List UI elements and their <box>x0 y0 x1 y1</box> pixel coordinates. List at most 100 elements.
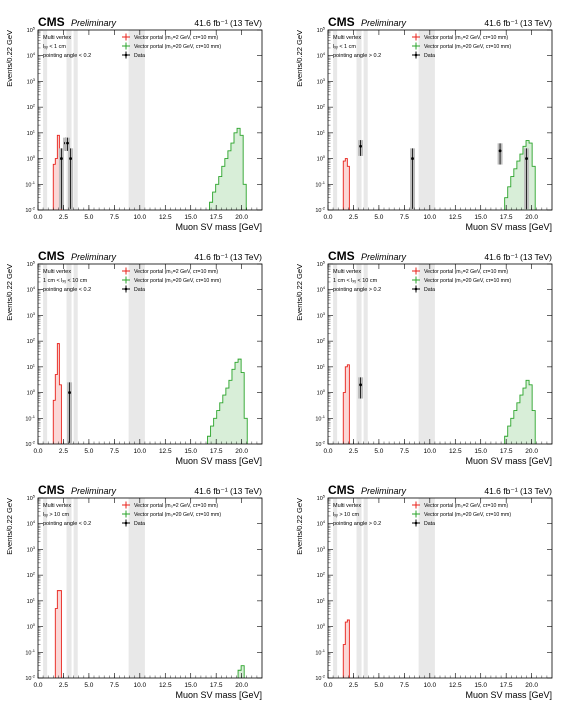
vetoed-band <box>356 30 362 210</box>
category-label: Multi vertex <box>43 35 71 41</box>
vetoed-band <box>356 264 362 444</box>
legend-entry: Vector portal (m₀=20 GeV, cτ=10 mm) <box>134 278 221 284</box>
y-tick-exponent: 5 <box>323 26 326 31</box>
data-point <box>68 391 71 394</box>
y-axis-label: Events/0.22 GeV <box>5 498 14 555</box>
y-tick-label: 104 <box>27 51 36 60</box>
y-tick-exponent: 5 <box>33 26 36 31</box>
y-tick-exponent: 0 <box>33 388 36 393</box>
legend-data-dot <box>124 53 128 57</box>
y-tick-exponent: 2 <box>33 337 36 342</box>
x-tick-label: 7.5 <box>400 214 409 221</box>
y-tick-label: 102 <box>27 103 36 112</box>
y-tick-label: 102 <box>317 103 326 112</box>
y-tick-exponent: 4 <box>33 519 36 524</box>
y-axis-label: Events/0.22 GeV <box>5 264 14 321</box>
y-tick-label: 10-2 <box>315 674 325 683</box>
x-tick-label: 5.0 <box>374 682 383 689</box>
y-tick-label: 105 <box>27 494 36 503</box>
y-tick-exponent: 5 <box>33 494 36 499</box>
signal-2gev-histogram-fill <box>343 364 350 444</box>
data-point <box>498 149 502 153</box>
y-tick-exponent: -2 <box>321 206 325 211</box>
chart-panel-2: 0.0 2.5 5.0 7.5 10.0 12.5 15.0 17.5 20.010-210-1… <box>295 15 553 232</box>
signal-20gev-histogram <box>207 358 248 444</box>
category-label: pointing angle > 0.2 <box>333 287 381 293</box>
x-tick-label: 20.0 <box>525 214 538 221</box>
x-tick-label: 15.0 <box>184 214 197 221</box>
y-tick-label: 101 <box>27 596 36 605</box>
y-tick-label: 10-1 <box>315 180 325 189</box>
category-label: Multi vertex <box>333 269 361 275</box>
x-axis-label: Muon SV mass [GeV] <box>175 690 262 700</box>
vetoed-band <box>73 30 78 210</box>
legend-data-dot <box>414 521 418 525</box>
y-tick-exponent: 5 <box>323 260 326 265</box>
vetoed-band <box>128 498 145 678</box>
x-tick-label: 0.0 <box>33 448 42 455</box>
signal-20gev-histogram <box>237 665 245 678</box>
y-tick-label: 10-2 <box>315 440 325 449</box>
y-tick-label: 101 <box>27 362 36 371</box>
preliminary-label: Preliminary <box>361 252 407 262</box>
y-tick-label: 101 <box>317 596 326 605</box>
y-tick-label: 10-1 <box>25 648 35 657</box>
y-tick-label: 102 <box>317 337 326 346</box>
lumi-label: 41.6 fb⁻¹ (13 TeV) <box>194 252 262 262</box>
y-tick-exponent: 4 <box>33 51 36 56</box>
legend-entry: Vector portal (m₀=20 GeV, cτ=10 mm) <box>424 512 511 518</box>
x-tick-label: 12.5 <box>449 448 462 455</box>
y-tick-label: 104 <box>317 51 326 60</box>
legend-entry: Data <box>424 521 435 527</box>
y-tick-exponent: 3 <box>33 77 36 82</box>
data-point <box>525 157 528 160</box>
vetoed-band <box>333 30 338 210</box>
vetoed-band <box>363 30 368 210</box>
category-label: pointing angle > 0.2 <box>333 53 381 59</box>
y-tick-exponent: -2 <box>321 440 325 445</box>
category-label: pointing angle < 0.2 <box>43 287 91 293</box>
legend-data-dot <box>124 287 128 291</box>
y-tick-exponent: 4 <box>323 519 326 524</box>
signal-2gev-histogram <box>52 343 62 444</box>
y-tick-exponent: 3 <box>33 311 36 316</box>
y-tick-exponent: -1 <box>31 180 35 185</box>
x-tick-label: 17.5 <box>210 214 223 221</box>
data-point <box>66 141 69 145</box>
y-tick-label: 103 <box>317 545 326 554</box>
y-tick-exponent: 2 <box>33 571 36 576</box>
legend-entry: Data <box>134 53 145 59</box>
x-tick-label: 10.0 <box>133 682 146 689</box>
y-tick-label: 104 <box>27 519 36 528</box>
y-tick-exponent: -1 <box>321 180 325 185</box>
y-tick-exponent: -2 <box>31 206 35 211</box>
y-tick-exponent: -1 <box>321 414 325 419</box>
x-tick-label: 7.5 <box>110 682 119 689</box>
y-tick-exponent: 1 <box>33 362 36 367</box>
signal-2gev-histogram <box>342 158 350 210</box>
legend-entry: Vector portal (m₀=20 GeV, cτ=10 mm) <box>134 44 221 50</box>
y-tick-exponent: 4 <box>33 285 36 290</box>
vetoed-band <box>418 264 435 444</box>
category-label: Multi vertex <box>333 35 361 41</box>
signal-20gev-histogram <box>504 140 536 210</box>
x-tick-label: 0.0 <box>33 214 42 221</box>
x-tick-label: 20.0 <box>525 682 538 689</box>
y-tick-exponent: -2 <box>31 440 35 445</box>
category-label: Multi vertex <box>333 503 361 509</box>
y-tick-label: 103 <box>27 77 36 86</box>
data-point <box>60 157 63 160</box>
y-tick-exponent: 1 <box>323 128 326 133</box>
x-tick-label: 7.5 <box>110 448 119 455</box>
y-tick-exponent: 3 <box>323 545 326 550</box>
lumi-label: 41.6 fb⁻¹ (13 TeV) <box>194 18 262 28</box>
x-tick-label: 2.5 <box>59 214 68 221</box>
y-tick-exponent: 0 <box>323 622 326 627</box>
data-point <box>411 157 414 160</box>
y-tick-label: 100 <box>317 388 326 397</box>
chart-panel-4: 0.0 2.5 5.0 7.5 10.0 12.5 15.0 17.5 20.010-210-1… <box>295 249 553 466</box>
x-tick-label: 0.0 <box>323 214 332 221</box>
y-tick-label: 105 <box>317 260 326 269</box>
x-tick-label: 12.5 <box>159 448 172 455</box>
